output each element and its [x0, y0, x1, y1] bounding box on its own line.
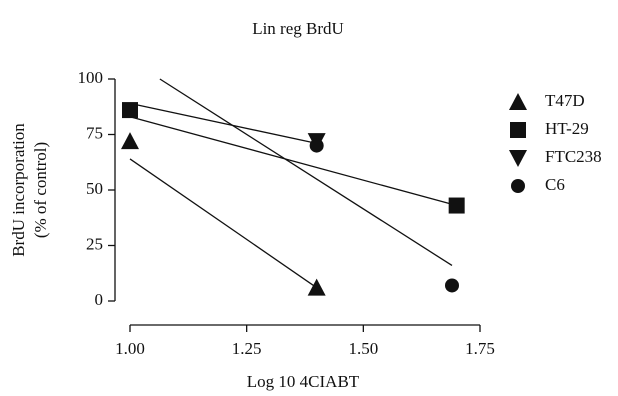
marker	[307, 278, 326, 296]
y-axis-label: BrdU incorporation	[9, 123, 28, 257]
fit-line	[129, 116, 457, 207]
legend-label: FTC238	[545, 147, 602, 166]
legend-label: T47D	[545, 91, 585, 110]
x-tick-label: 1.75	[465, 339, 495, 358]
y-tick-label: 75	[86, 123, 103, 142]
y-tick-label: 50	[86, 179, 103, 198]
legend-label: C6	[545, 175, 565, 194]
y-tick-label: 100	[78, 68, 104, 87]
y-axis-label: (% of control)	[31, 142, 50, 238]
x-tick-label: 1.00	[115, 339, 145, 358]
legend-marker	[509, 93, 527, 110]
chart-title: Lin reg BrdU	[252, 19, 344, 38]
marker	[448, 197, 465, 214]
fit-line	[129, 102, 317, 145]
x-tick-label: 1.25	[232, 339, 262, 358]
marker	[122, 102, 138, 119]
marker	[445, 278, 459, 293]
legend-marker	[510, 122, 526, 138]
y-tick-label: 0	[95, 290, 104, 309]
legend-marker	[509, 150, 527, 167]
x-axis-label: Log 10 4CIABT	[247, 372, 360, 391]
fit-line	[129, 158, 318, 289]
y-tick-label: 25	[86, 234, 103, 253]
fit-line	[159, 78, 453, 267]
marker	[309, 138, 324, 153]
x-tick-label: 1.50	[348, 339, 378, 358]
legend-marker	[511, 179, 525, 193]
legend-label: HT-29	[545, 119, 589, 138]
marker	[121, 132, 139, 150]
